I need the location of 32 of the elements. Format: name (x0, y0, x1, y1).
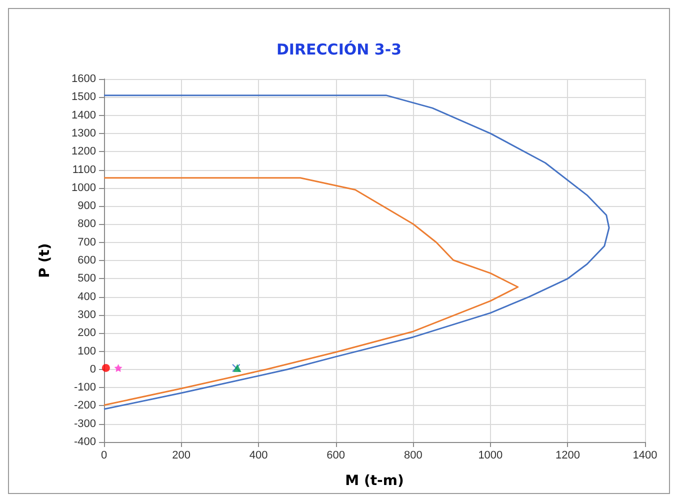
y-tick-label: 1000 (72, 182, 96, 194)
x-axis-title: M (t-m) (345, 473, 404, 489)
y-tick-label: 1300 (72, 127, 96, 140)
y-tick-label: 700 (78, 236, 96, 248)
x-tick-label: 200 (172, 450, 190, 462)
x-tick-label: 800 (404, 450, 422, 462)
x-tick-label: 0 (100, 450, 108, 462)
y-tick-label: 1400 (72, 109, 96, 122)
y-tick-label: 600 (78, 254, 96, 266)
y-tick-label: -200 (74, 400, 96, 412)
y-tick-label: 300 (78, 308, 96, 321)
x-tick-label: 400 (249, 450, 268, 462)
y-tick-label: -400 (74, 436, 96, 448)
y-axis-title: P (t) (37, 243, 53, 278)
x-tick-label: 600 (326, 450, 346, 462)
x-tick-label: 1000 (478, 450, 503, 462)
y-tick-label: 400 (78, 290, 96, 303)
y-tick-label: -100 (74, 382, 96, 394)
y-tick-label: 500 (78, 272, 96, 285)
y-tick-label: 100 (78, 345, 96, 358)
y-tick-label: 200 (78, 327, 96, 340)
y-tick-label: -300 (74, 418, 96, 430)
x-tick-label: 1200 (555, 450, 580, 462)
x-tick-label: 1400 (632, 450, 658, 462)
y-tick-label: 1100 (72, 164, 96, 176)
y-tick-label: 1500 (72, 91, 96, 104)
y-tick-label: 900 (78, 200, 96, 212)
y-tick-label: 1200 (72, 146, 96, 158)
y-tick-label: 1600 (72, 73, 96, 85)
y-tick-label: 0 (90, 363, 96, 376)
chart-title: DIRECCIÓN 3-3 (276, 40, 402, 58)
y-tick-label: 800 (78, 218, 96, 230)
